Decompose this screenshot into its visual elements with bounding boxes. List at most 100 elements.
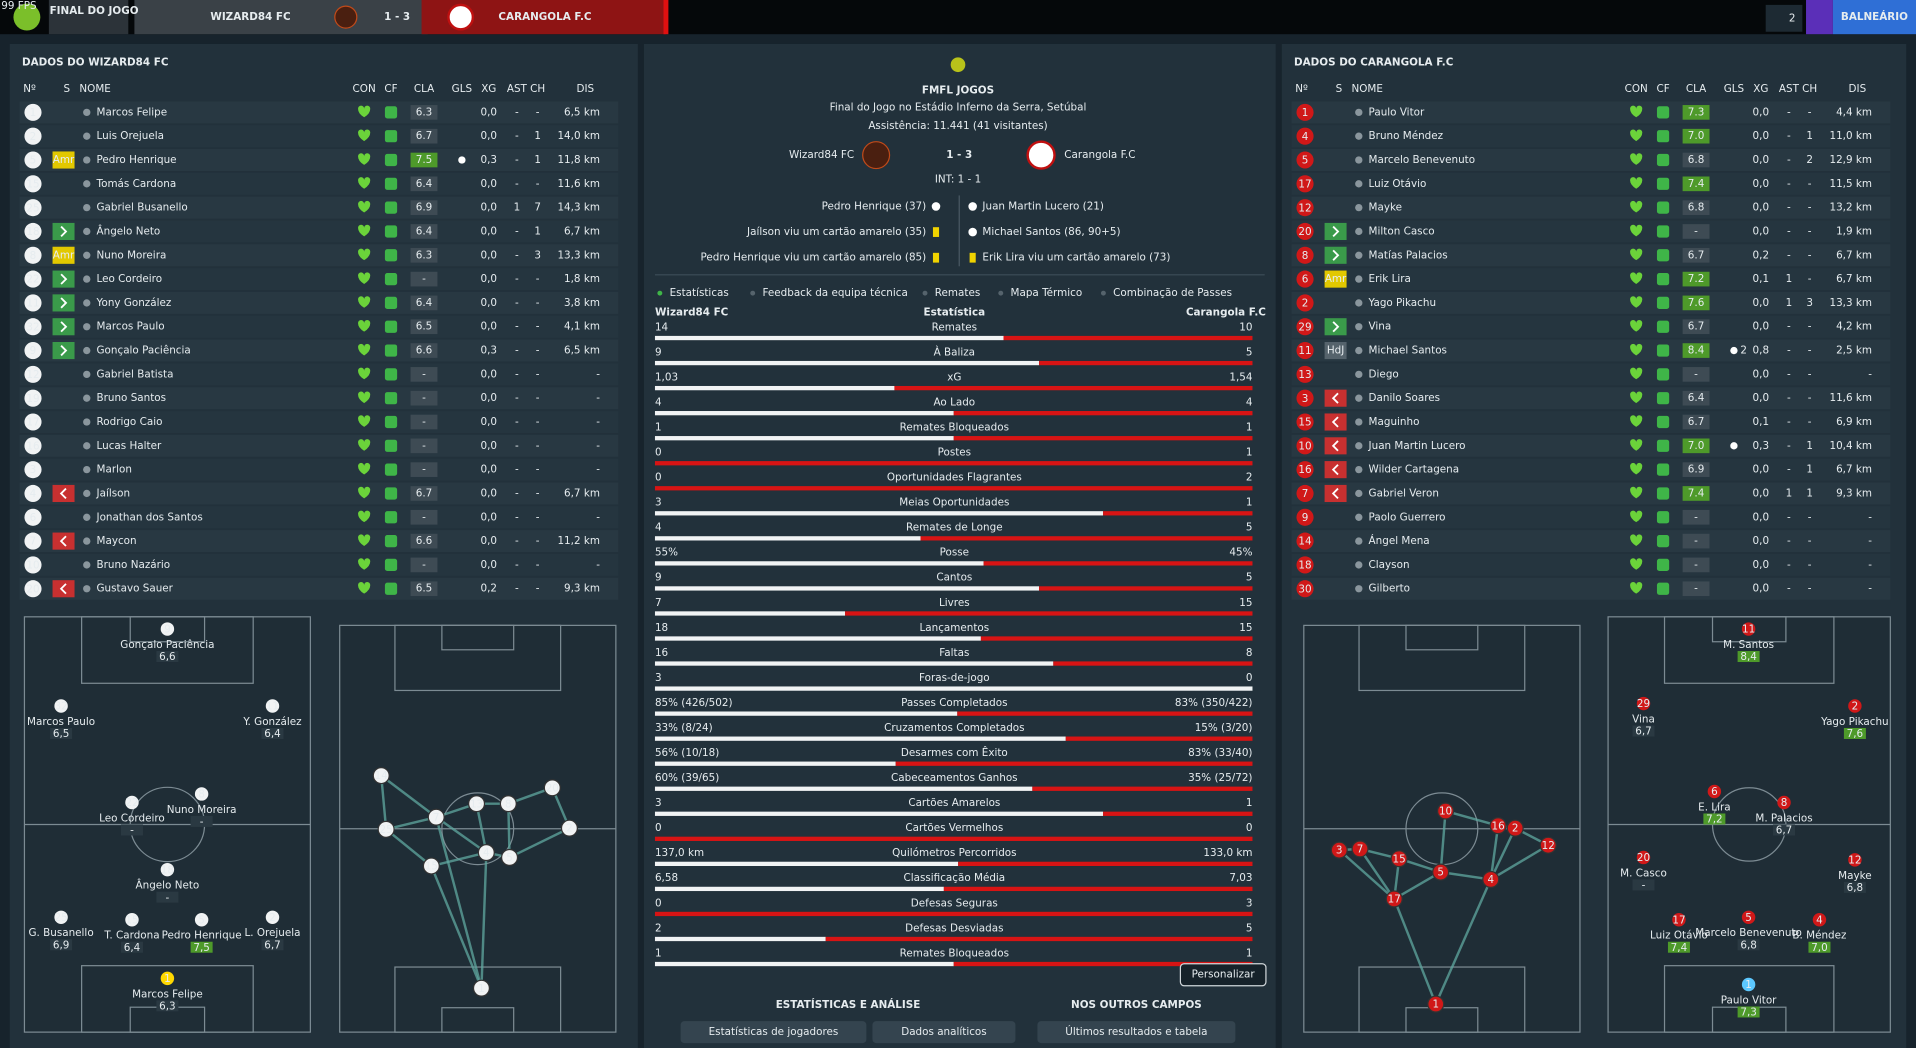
stat-name: Defesas Desviadas — [905, 922, 1003, 934]
customize[interactable]: Personalizar — [1192, 969, 1256, 981]
condition-icon — [358, 367, 371, 380]
condition-icon — [1630, 272, 1643, 284]
rating: 7.4 — [1688, 178, 1705, 190]
formation-number: 8 — [198, 789, 205, 801]
row-bg — [19, 220, 619, 243]
formation-name: E. Lira — [1698, 801, 1730, 813]
pass-link — [380, 774, 437, 819]
rating-box — [1682, 224, 1710, 239]
player-number: 16 — [26, 440, 39, 452]
xg: 0,2 — [1753, 249, 1770, 261]
condition-icon — [1630, 153, 1643, 165]
tab[interactable]: Feedback da equipa técnica — [762, 287, 907, 299]
network-node — [1351, 840, 1369, 858]
assists: - — [515, 368, 519, 380]
distance: 6,7 km — [1836, 249, 1872, 261]
stat-bar-away — [953, 961, 1253, 967]
chances: - — [536, 440, 540, 452]
assists: - — [515, 392, 519, 404]
network-node — [1489, 817, 1507, 835]
player-number: 18 — [26, 226, 39, 238]
tab[interactable]: Estatísticas — [670, 287, 729, 299]
sub-arrow — [52, 342, 75, 360]
tab[interactable]: Mapa Térmico — [1011, 287, 1083, 299]
rating-box — [410, 200, 438, 215]
number-badge — [24, 484, 42, 503]
number-badge — [1296, 342, 1314, 360]
network-number: 20 — [546, 782, 559, 794]
chances: - — [536, 583, 540, 595]
stat-away: 35% (25/72) — [1188, 772, 1252, 784]
row-bg — [1291, 315, 1891, 338]
stat-home: 4 — [655, 396, 662, 408]
number-badge — [1296, 127, 1314, 145]
link-button[interactable] — [680, 1021, 867, 1044]
network-number: 7 — [1357, 844, 1364, 856]
link-button[interactable] — [1037, 1021, 1236, 1044]
xg: 0,0 — [1753, 297, 1770, 309]
player-icon — [1355, 108, 1363, 117]
stat-home: 6,58 — [655, 872, 678, 884]
row-bg — [1291, 149, 1891, 172]
chances: - — [536, 106, 540, 118]
condition-icon — [358, 510, 371, 523]
assists: - — [515, 416, 519, 428]
stat-bar-away — [654, 486, 1253, 491]
assists: 1 — [1786, 273, 1793, 285]
link-label[interactable]: Estatísticas de jogadores — [709, 1026, 839, 1038]
condition-icon — [1630, 343, 1643, 356]
stat-bar-away — [920, 536, 1253, 541]
row-bg — [19, 125, 619, 148]
formation-rating: - — [200, 816, 204, 828]
condition-icon — [1630, 248, 1643, 261]
player-icon — [1355, 156, 1363, 164]
tab-dot — [750, 290, 756, 296]
menu-button[interactable] — [1806, 0, 1833, 35]
centre-circle — [441, 792, 515, 866]
assists: - — [515, 130, 519, 142]
link-button[interactable] — [872, 1021, 1016, 1044]
link-label[interactable]: Últimos resultados e tabela — [1065, 1025, 1207, 1038]
stat-bar-home — [654, 861, 959, 867]
network-number: 1 — [478, 983, 485, 995]
tab-dot — [922, 290, 928, 296]
chances: - — [536, 464, 540, 476]
formation-badge — [194, 913, 209, 927]
xg: 0,0 — [1753, 178, 1770, 190]
player-number: 16 — [1298, 464, 1311, 476]
assists: - — [1787, 178, 1791, 190]
assists: - — [1787, 559, 1791, 571]
tab[interactable]: Remates — [935, 287, 980, 299]
stat-bar-away — [654, 461, 1253, 466]
player-name: Jonathan dos Santos — [96, 511, 203, 523]
rating-box — [410, 343, 438, 358]
chances: 3 — [534, 249, 541, 261]
network-number: 13 — [470, 798, 483, 810]
fitness-icon — [384, 487, 398, 500]
network-node — [377, 820, 395, 838]
player-name: Vina — [1369, 321, 1392, 333]
dressing-room-button[interactable] — [1832, 0, 1916, 35]
row-bg — [1291, 530, 1891, 553]
player-icon — [1355, 203, 1363, 212]
pass-link — [380, 775, 388, 830]
dressing-room[interactable]: BALNEÁRIO — [1841, 10, 1908, 23]
sub-arrow — [52, 270, 75, 288]
stats-header: Carangola F.C — [1186, 307, 1266, 319]
stat-away: 1,54 — [1229, 371, 1253, 383]
formation-rating-box — [120, 941, 143, 953]
chances: - — [536, 559, 540, 571]
stat-home: 0 — [655, 447, 662, 459]
stat-away: 15 — [1239, 597, 1252, 609]
distance: - — [1868, 368, 1872, 380]
tab[interactable]: Combinação de Passes — [1113, 287, 1232, 299]
number-badge — [24, 246, 42, 264]
home-team: Wizard84 FC — [789, 149, 854, 161]
customize-button[interactable] — [1179, 963, 1267, 987]
formation-badge — [1848, 853, 1862, 867]
player-icon — [1355, 275, 1363, 283]
network-node — [1437, 802, 1455, 820]
xg: 0,0 — [1753, 106, 1770, 118]
link-label[interactable]: Dados analíticos — [901, 1026, 986, 1038]
